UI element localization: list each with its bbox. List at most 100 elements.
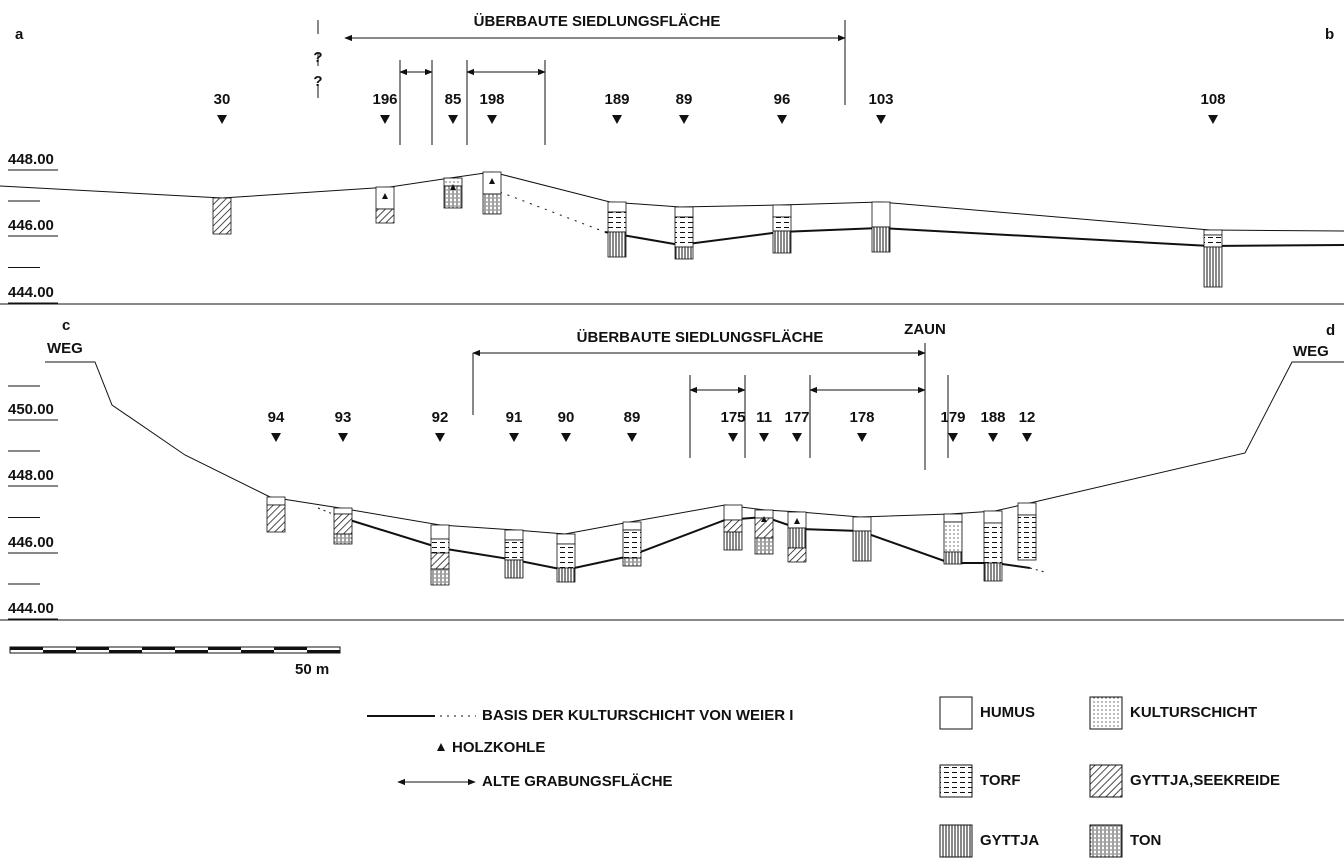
borehole-marker [876,115,886,124]
core-layer [375,208,395,224]
core-layer [504,559,524,579]
core-layer [674,206,694,218]
core-layer [871,201,891,228]
borehole-marker [627,433,637,442]
ground-surface [0,171,1344,232]
core-layer [983,562,1003,582]
legend-label: HUMUS [980,704,1035,721]
core-layer [430,524,450,540]
elevation-label: 450.00 [8,401,54,418]
charcoal [450,184,456,190]
borehole-label: 179 [940,409,965,426]
legend: BASIS DER KULTURSCHICHT VON WEIER I HOLZ… [367,707,793,790]
core-layer [1017,502,1037,516]
ground-surface [45,361,1344,535]
question-mark: ? [313,73,322,90]
borehole-label: 85 [445,91,462,108]
span-label: ÜBERBAUTE SIEDLUNGSFLÄCHE [577,329,824,346]
legend-swatch [1089,696,1123,730]
core-layer [754,537,774,555]
profile-end-label: c [62,317,70,334]
core-layer [556,567,576,583]
borehole-marker [487,115,497,124]
borehole-label: 96 [774,91,791,108]
core-layer [723,531,743,551]
core-layer [266,504,286,533]
legend-label: TON [1130,832,1161,849]
elevation-label: 444.00 [8,284,54,301]
core-layer [852,530,872,562]
span-label: ÜBERBAUTE SIEDLUNGSFLÄCHE [474,13,721,30]
borehole-marker [679,115,689,124]
core-layer [871,226,891,253]
core-layer [333,533,353,545]
borehole-label: 108 [1200,91,1225,108]
core-layer [983,510,1003,524]
legend-label: GYTTJA [980,832,1039,849]
culture-base-dotted [499,191,606,233]
scale-segment [76,647,109,650]
borehole-label: 189 [604,91,629,108]
core-layer [674,246,694,260]
core-layer [943,521,963,553]
borehole-marker [435,433,445,442]
scale-segment [241,650,274,653]
core-layer [504,539,524,561]
borehole-marker [338,433,348,442]
borehole-marker [612,115,622,124]
borehole-label: 30 [214,91,231,108]
borehole-label: 94 [268,409,285,426]
profile-end-label: d [1326,322,1335,339]
core-layer [430,538,450,554]
legend-swatch [939,824,973,858]
culture-base-dotted [1029,567,1046,573]
fence-label: ZAUN [904,321,946,338]
borehole-marker [988,433,998,442]
core-layer [607,201,627,213]
core-layer [622,529,642,559]
core-layer [1203,229,1223,236]
scale-segment [274,647,307,650]
core-layer [607,231,627,258]
culture-base [604,226,1344,248]
borehole-label: 89 [676,91,693,108]
borehole-marker [1022,433,1032,442]
scale-segment [109,650,142,653]
question-mark: ? [313,49,322,66]
charcoal [382,193,388,199]
scale-segment [43,650,76,653]
borehole-label: 92 [432,409,449,426]
top-profile: a b ÜBERBAUTE SIEDLUNGSFLÄCHE ? ? [0,13,1344,305]
core-layer [622,521,642,531]
core-layer [607,211,627,233]
core-layer [943,513,963,523]
borehole-label: 196 [372,91,397,108]
core-layer [430,568,450,586]
borehole-marker [561,433,571,442]
core-layer [1203,234,1223,248]
borehole-marker [217,115,227,124]
legend-swatch [1089,764,1123,798]
elevation-label: 446.00 [8,217,54,234]
core-layer [1017,514,1037,561]
borehole-marker [1208,115,1218,124]
scale-segment [307,650,340,653]
legend-label: ALTE GRABUNGSFLÄCHE [482,773,673,790]
borehole-marker [777,115,787,124]
core-layer [1203,246,1223,288]
scale-segment [142,647,175,650]
core-layer [674,216,694,248]
borehole-label: 198 [479,91,504,108]
core-layer [723,519,743,533]
borehole-marker [792,433,802,442]
core-layer [852,516,872,532]
road-label: WEG [1293,343,1329,360]
core-layer [622,557,642,567]
core-layer [212,197,232,235]
borehole-label: 188 [980,409,1005,426]
core-layer [556,543,576,569]
borehole-label: 178 [849,409,874,426]
scale-label: 50 m [295,661,329,678]
core-layer [787,547,807,563]
